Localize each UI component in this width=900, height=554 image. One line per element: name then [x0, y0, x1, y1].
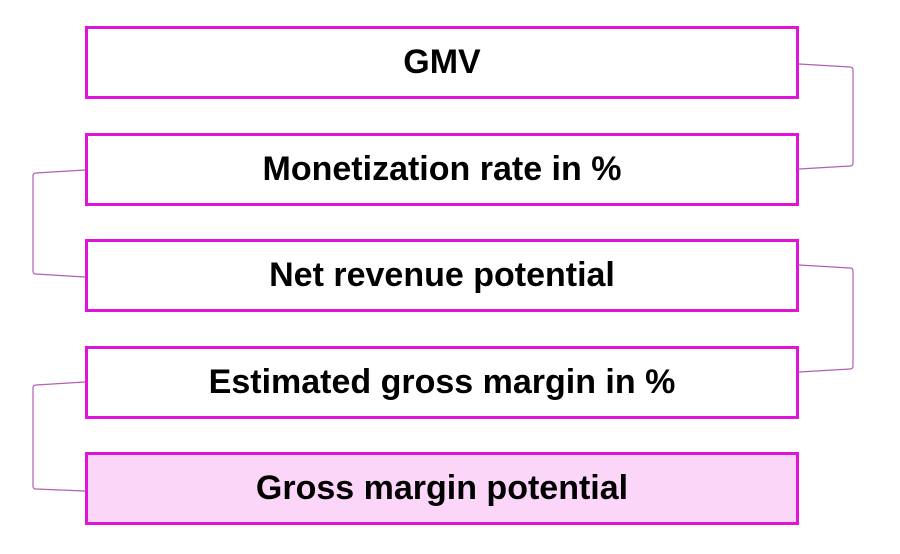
step-box-monetization-rate: Monetization rate in % — [85, 133, 799, 206]
connector-monetization-to-net-revenue — [32, 169, 86, 278]
step-box-gmv: GMV — [85, 26, 799, 99]
step-box-net-revenue-potential: Net revenue potential — [85, 239, 799, 312]
step-label-monetization-rate: Monetization rate in % — [262, 150, 622, 188]
step-box-gross-margin-potential: Gross margin potential — [85, 452, 799, 525]
step-box-estimated-gross-margin: Estimated gross margin in % — [85, 346, 799, 419]
step-label-net-revenue-potential: Net revenue potential — [269, 256, 615, 294]
connector-gmv-to-monetization — [798, 63, 854, 170]
connector-net-revenue-to-gross-margin-pct — [798, 264, 854, 373]
connector-gross-margin-pct-to-potential — [32, 381, 86, 492]
step-label-gross-margin-potential: Gross margin potential — [255, 469, 629, 507]
step-label-estimated-gross-margin: Estimated gross margin in % — [208, 363, 676, 401]
step-label-gmv: GMV — [403, 43, 481, 81]
